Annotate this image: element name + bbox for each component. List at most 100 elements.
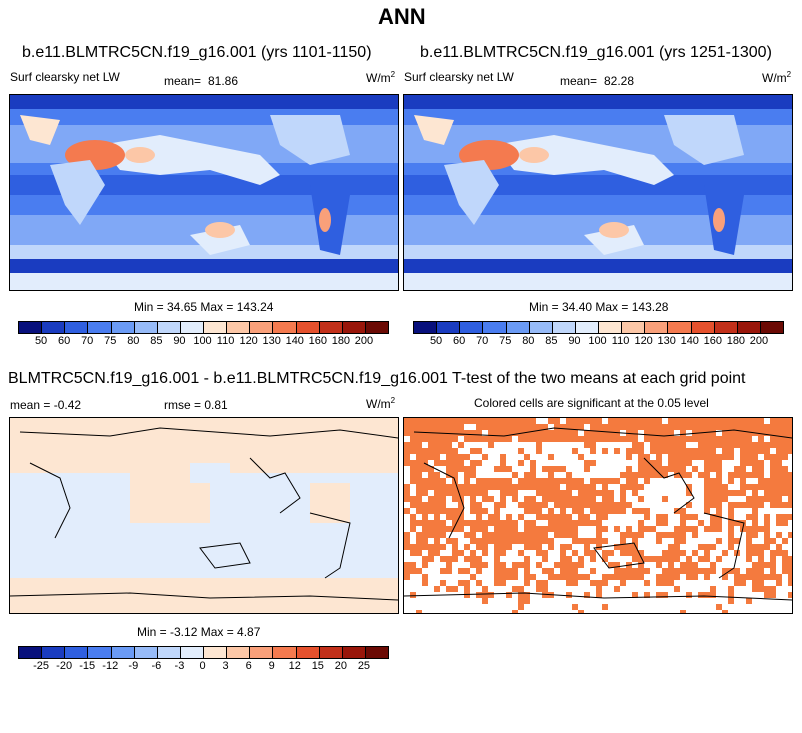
significant-cell — [656, 472, 662, 478]
significant-cell — [434, 442, 440, 448]
significant-cell — [632, 484, 638, 490]
significant-cell — [566, 430, 572, 436]
significant-cell — [782, 478, 788, 484]
significant-cell — [740, 454, 746, 460]
significant-cell — [542, 538, 548, 544]
significant-cell — [638, 550, 644, 556]
significant-cell — [446, 448, 452, 454]
significant-cell — [728, 430, 734, 436]
significant-cell — [452, 526, 458, 532]
significant-cell — [728, 454, 734, 460]
significant-cell — [572, 532, 578, 538]
significant-cell — [572, 478, 578, 484]
significant-cell — [458, 424, 464, 430]
significant-cell — [728, 502, 734, 508]
significant-cell — [758, 448, 764, 454]
significant-cell — [608, 490, 614, 496]
panel1-colorbar-tick-label: 100 — [193, 335, 212, 347]
significant-cell — [494, 430, 500, 436]
significant-cell — [422, 520, 428, 526]
significant-cell — [596, 430, 602, 436]
significant-cell — [692, 574, 698, 580]
diff-colorbar-swatch — [250, 647, 274, 658]
significant-cell — [656, 562, 662, 568]
significant-cell — [464, 430, 470, 436]
significant-cell — [764, 586, 770, 592]
significant-cell — [434, 538, 440, 544]
significant-cell — [608, 496, 614, 502]
significant-cell — [602, 448, 608, 454]
significant-cell — [752, 526, 758, 532]
significant-cell — [788, 442, 792, 448]
significant-cell — [704, 466, 710, 472]
significant-cell — [524, 418, 530, 424]
significant-cell — [428, 532, 434, 538]
significant-cell — [446, 430, 452, 436]
significant-cell — [554, 490, 560, 496]
significant-cell — [542, 526, 548, 532]
significant-cell — [446, 568, 452, 574]
significant-cell — [710, 460, 716, 466]
significant-cell — [524, 430, 530, 436]
significant-cell — [458, 502, 464, 508]
significant-cell — [416, 436, 422, 442]
significant-cell — [500, 490, 506, 496]
significant-cell — [482, 418, 488, 424]
significant-cell — [434, 550, 440, 556]
significant-cell — [416, 496, 422, 502]
significant-cell — [476, 418, 482, 424]
significant-cell — [638, 496, 644, 502]
significant-cell — [434, 454, 440, 460]
significant-cell — [464, 586, 470, 592]
significant-cell — [710, 478, 716, 484]
significant-cell — [632, 418, 638, 424]
significant-cell — [578, 418, 584, 424]
significant-cell — [692, 436, 698, 442]
significant-cell — [530, 430, 536, 436]
significant-cell — [584, 430, 590, 436]
significant-cell — [626, 526, 632, 532]
significant-cell — [614, 418, 620, 424]
significant-cell — [416, 568, 422, 574]
significant-cell — [752, 496, 758, 502]
significant-cell — [686, 436, 692, 442]
significant-cell — [542, 556, 548, 562]
panel2-colorbar-tick-label: 80 — [522, 335, 535, 347]
significant-cell — [548, 430, 554, 436]
significant-cell — [410, 568, 416, 574]
significant-cell — [458, 418, 464, 424]
significant-cell — [506, 526, 512, 532]
significant-cell — [716, 484, 722, 490]
significant-cell — [734, 520, 740, 526]
significant-cell — [668, 568, 674, 574]
significant-cell — [560, 466, 566, 472]
significant-cell — [704, 454, 710, 460]
significant-cell — [596, 502, 602, 508]
panel2-colorbar-swatch — [691, 322, 715, 333]
significant-cell — [596, 478, 602, 484]
diff-colorbar-tick-label: 0 — [199, 660, 206, 672]
significant-cell — [602, 514, 608, 520]
significant-cell — [476, 502, 482, 508]
significant-cell — [740, 472, 746, 478]
significant-cell — [500, 574, 506, 580]
significant-cell — [476, 562, 482, 568]
significant-cell — [458, 460, 464, 466]
significant-cell — [524, 484, 530, 490]
significant-cell — [554, 562, 560, 568]
significant-cell — [632, 442, 638, 448]
significant-cell — [728, 526, 734, 532]
significant-cell — [638, 532, 644, 538]
significant-cell — [410, 526, 416, 532]
significant-cell — [608, 418, 614, 424]
significant-cell — [440, 478, 446, 484]
significant-cell — [704, 544, 710, 550]
significant-cell — [788, 418, 792, 424]
diff-colorbar-swatch — [88, 647, 112, 658]
significant-cell — [428, 526, 434, 532]
significant-cell — [656, 454, 662, 460]
significant-cell — [572, 574, 578, 580]
significant-cell — [704, 430, 710, 436]
significant-cell — [404, 460, 410, 466]
significant-cell — [734, 580, 740, 586]
